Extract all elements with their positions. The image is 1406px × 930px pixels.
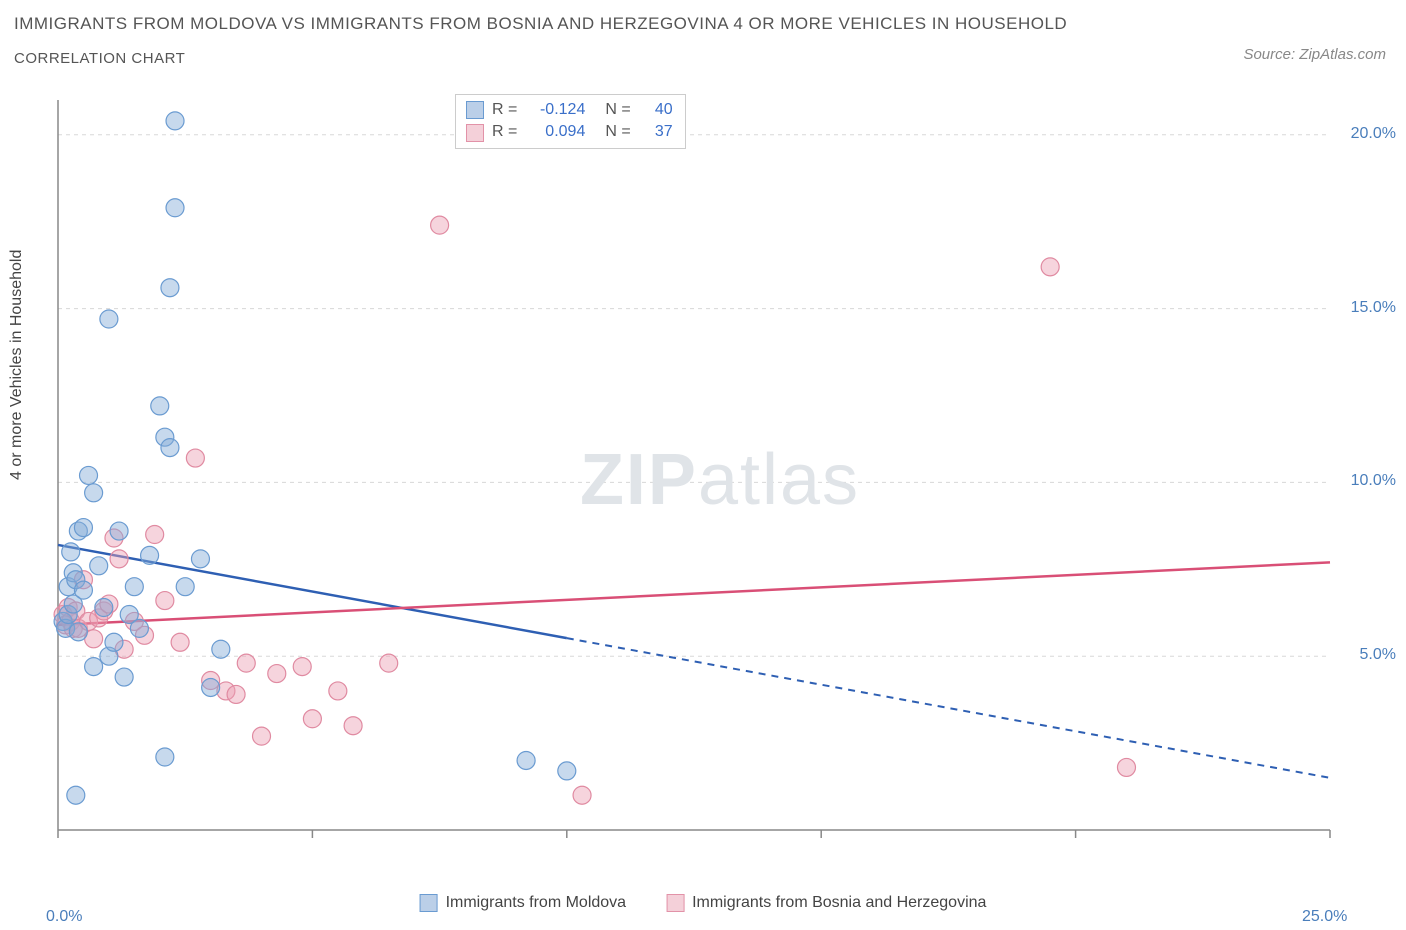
x-tick-label: 0.0% <box>46 908 82 926</box>
scatter-svg <box>50 90 1390 870</box>
plot-area: ZIPatlas <box>50 90 1390 870</box>
stats-legend-box: R = -0.124 N = 40 R = 0.094 N = 37 <box>455 94 686 149</box>
y-tick-label: 5.0% <box>1360 646 1396 664</box>
legend-item-bosnia: Immigrants from Bosnia and Herzegovina <box>666 894 986 912</box>
stats-row-moldova: R = -0.124 N = 40 <box>466 99 673 121</box>
y-tick-label: 15.0% <box>1351 299 1396 317</box>
swatch-pink-icon <box>466 124 484 142</box>
swatch-pink-icon <box>666 894 684 912</box>
n-value-bosnia: 37 <box>639 121 673 143</box>
swatch-blue-icon <box>420 894 438 912</box>
chart-container: IMMIGRANTS FROM MOLDOVA VS IMMIGRANTS FR… <box>0 0 1406 930</box>
stats-row-bosnia: R = 0.094 N = 37 <box>466 121 673 143</box>
y-tick-label: 10.0% <box>1351 472 1396 490</box>
x-tick-label: 25.0% <box>1302 908 1347 926</box>
r-value-moldova: -0.124 <box>525 99 585 121</box>
y-tick-label: 20.0% <box>1351 125 1396 143</box>
legend-item-moldova: Immigrants from Moldova <box>420 894 627 912</box>
r-value-bosnia: 0.094 <box>525 121 585 143</box>
chart-title: IMMIGRANTS FROM MOLDOVA VS IMMIGRANTS FR… <box>14 14 1067 34</box>
chart-subtitle: CORRELATION CHART <box>14 50 185 67</box>
n-value-moldova: 40 <box>639 99 673 121</box>
bottom-legend: Immigrants from Moldova Immigrants from … <box>420 894 987 912</box>
swatch-blue-icon <box>466 101 484 119</box>
y-axis-label: 4 or more Vehicles in Household <box>8 250 26 480</box>
source-attribution: Source: ZipAtlas.com <box>1243 46 1386 63</box>
